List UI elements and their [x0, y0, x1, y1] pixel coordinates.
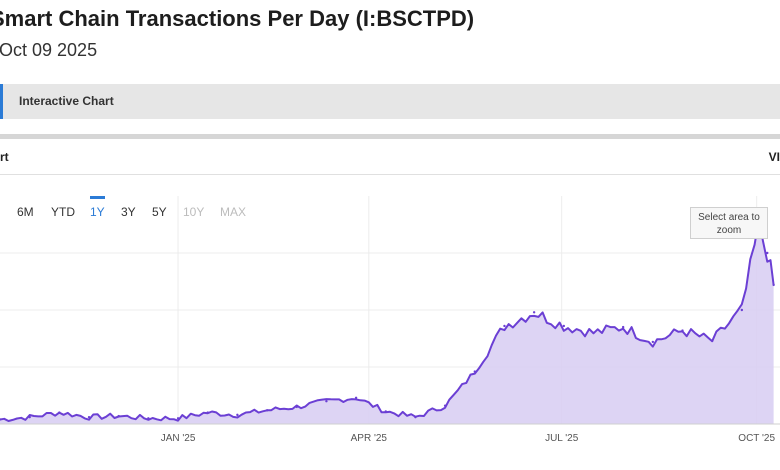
- as-of-date: or Oct 09 2025: [0, 40, 98, 60]
- zoom-hint: Select area to zoom: [690, 207, 768, 239]
- x-tick-label: JAN '25: [161, 433, 196, 444]
- chart-tab-bar: Interactive Chart: [0, 84, 780, 119]
- data-point: [772, 283, 775, 287]
- transactions-area-chart[interactable]: JAN '25 APR '25 JUL '25 OCT '25: [0, 180, 780, 470]
- data-point: [354, 396, 358, 399]
- series-line: [0, 218, 775, 422]
- range-5y-button[interactable]: 5Y: [152, 205, 167, 219]
- series-area: [0, 219, 774, 424]
- data-point: [740, 308, 744, 312]
- data-point: [87, 415, 91, 419]
- range-3y-button[interactable]: 3Y: [121, 205, 136, 219]
- panel-divider: [0, 174, 780, 175]
- data-point: [325, 400, 328, 403]
- data-point: [532, 311, 536, 314]
- data-point: [236, 413, 239, 417]
- data-point: [473, 370, 476, 373]
- range-6m-button[interactable]: 6M: [17, 205, 34, 219]
- tab-interactive-chart[interactable]: Interactive Chart: [19, 94, 114, 108]
- data-point: [58, 411, 61, 414]
- range-max-button[interactable]: MAX: [220, 205, 247, 219]
- x-tick-label: APR '25: [351, 433, 388, 444]
- panel-header-label: rt: [0, 150, 9, 164]
- data-point: [384, 410, 387, 413]
- range-10y-button[interactable]: 10Y: [183, 205, 205, 219]
- data-point: [766, 251, 769, 255]
- page-title: Smart Chain Transactions Per Day (I:BSCT…: [0, 6, 475, 31]
- range-1y-button[interactable]: 1Y: [90, 196, 105, 219]
- data-point: [621, 325, 625, 329]
- data-point: [443, 404, 447, 407]
- data-point: [206, 411, 209, 414]
- data-point: [592, 331, 595, 334]
- section-divider: [0, 134, 780, 139]
- x-tick-label: OCT '25: [738, 433, 775, 444]
- data-point: [117, 414, 120, 418]
- range-ytd-button[interactable]: YTD: [51, 205, 75, 219]
- x-tick-label: JUL '25: [545, 433, 579, 444]
- data-point: [295, 405, 298, 409]
- data-point: [503, 324, 506, 328]
- data-point: [0, 418, 2, 421]
- data-point: [562, 324, 566, 328]
- panel-header-control[interactable]: VI: [768, 150, 780, 164]
- data-point: [176, 417, 180, 420]
- data-point: [681, 329, 684, 332]
- data-point: [265, 409, 269, 412]
- data-point: [414, 415, 417, 419]
- data-point: [651, 340, 655, 344]
- data-point: [28, 415, 31, 419]
- data-point: [147, 417, 150, 420]
- data-point: [710, 339, 714, 342]
